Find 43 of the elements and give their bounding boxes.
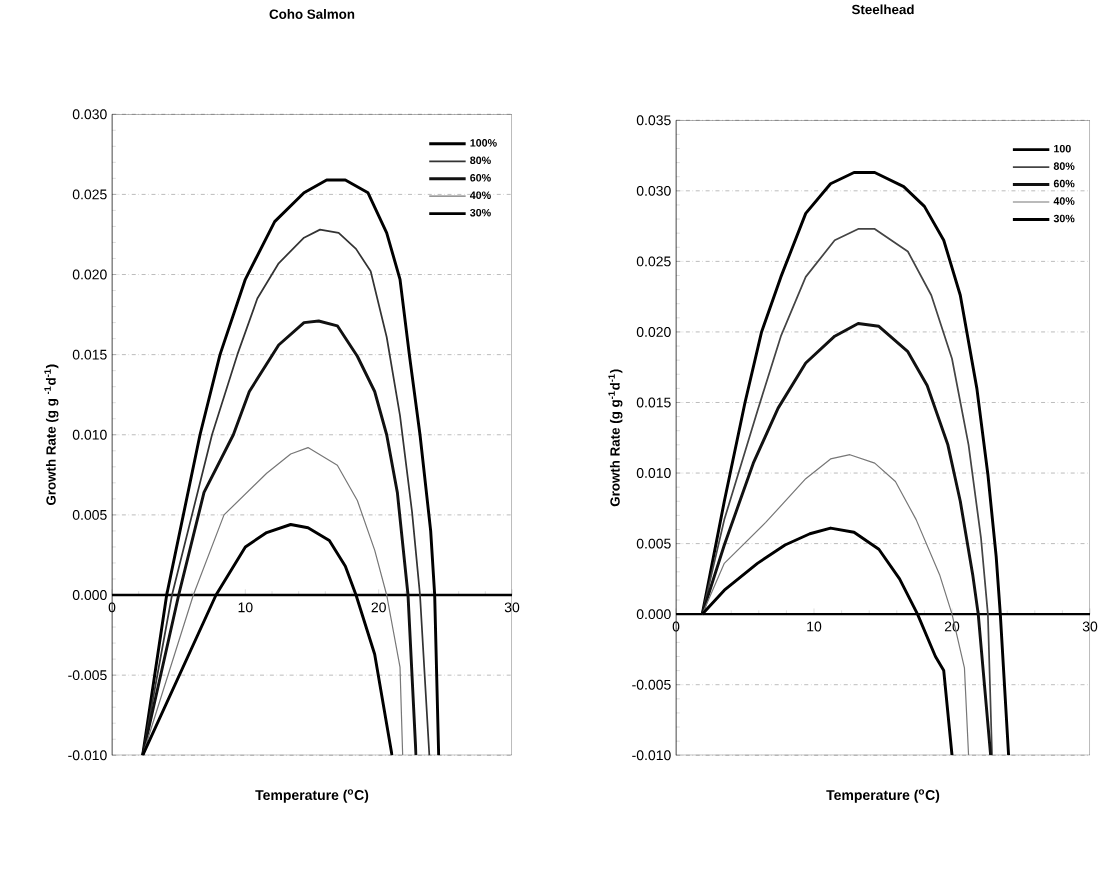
chart-title: Steelhead: [851, 4, 914, 15]
legend-label: 100%: [470, 138, 497, 147]
legend-label: 60%: [470, 173, 491, 182]
y-tick-label: 0.005: [72, 509, 107, 520]
y-tick-label: -0.005: [68, 670, 107, 680]
y-tick-label: -0.010: [68, 750, 107, 761]
legend-label: 60%: [1053, 179, 1075, 188]
legend-label: 80%: [1053, 162, 1075, 170]
y-axis-title: Growth Rate (g g$^{-1}$d$^{-1}$): [608, 369, 623, 507]
y-tick-label: 0.020: [636, 326, 671, 337]
legend-label: 100: [1054, 144, 1071, 153]
x-tick-label: 30: [1082, 621, 1098, 632]
y-axis-title: Growth Rate (g g $^{-1}$d$^{-1}$): [44, 364, 59, 505]
y-tick-label: 0.000: [72, 589, 107, 600]
y-tick-label: 0.000: [636, 609, 671, 619]
legend-label: 30%: [1053, 214, 1075, 223]
x-tick-label: 10: [238, 602, 253, 613]
y-tick-label: 0.030: [72, 109, 107, 120]
x-axis-title: Temperature ($^{o}$C): [255, 789, 369, 803]
y-tick-label: 0.035: [636, 115, 671, 126]
legend-label: 40%: [469, 191, 491, 199]
x-tick-label: 30: [504, 602, 520, 613]
y-tick-label: 0.025: [636, 256, 671, 267]
x-axis-title: Temperature ($^{o}$C): [826, 789, 940, 803]
legend-label: 40%: [1053, 197, 1075, 205]
x-tick-label: 20: [944, 621, 960, 632]
legend-label: 30%: [470, 208, 491, 217]
y-tick-label: 0.015: [72, 349, 107, 360]
y-tick-label: 0.010: [636, 467, 671, 478]
y-tick-label: 0.030: [636, 185, 671, 196]
x-tick-label: 20: [371, 602, 386, 613]
y-tick-label: 0.005: [636, 538, 671, 549]
legend-label: 80%: [470, 156, 491, 164]
x-tick-label: 10: [807, 621, 822, 632]
y-tick-label: 0.015: [636, 397, 671, 408]
y-tick-label: -0.010: [632, 750, 671, 761]
x-tick-label: 0: [108, 602, 116, 613]
y-tick-label: 0.010: [72, 429, 107, 440]
y-tick-label: 0.025: [72, 189, 107, 200]
chart-title: Coho Salmon: [269, 8, 355, 19]
y-tick-label: -0.005: [632, 679, 671, 690]
x-tick-label: 0: [672, 621, 680, 632]
y-tick-label: 0.020: [72, 269, 107, 280]
